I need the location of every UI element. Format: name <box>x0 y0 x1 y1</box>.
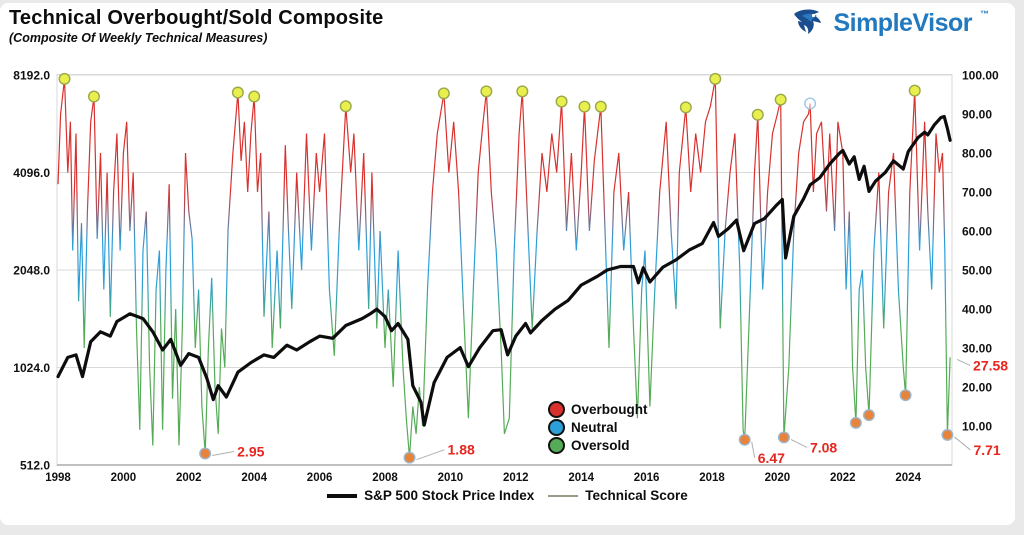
x-axis-tick: 2012 <box>503 472 529 484</box>
oversold-marker <box>862 409 875 422</box>
right-axis-tick: 100.00 <box>962 69 999 83</box>
simplevisor-logo: SimpleVisor ™ <box>792 8 989 38</box>
overbought-marker <box>339 100 352 113</box>
overbought-marker <box>231 86 244 99</box>
right-axis-tick: 60.00 <box>962 225 992 239</box>
oversold-marker <box>899 389 912 402</box>
x-axis-tick: 2010 <box>438 472 464 484</box>
right-axis-tick: 10.00 <box>962 420 992 434</box>
overbought-marker <box>594 100 607 113</box>
x-axis-tick: 1998 <box>45 472 71 484</box>
oversold-marker <box>199 447 212 460</box>
score-value-annotation: 2.95 <box>237 443 264 459</box>
score-value-annotation: 1.88 <box>448 442 475 458</box>
score-value-annotation: 7.08 <box>810 439 837 455</box>
legend-label-oversold: Oversold <box>571 438 630 453</box>
right-axis-tick: 30.00 <box>962 342 992 356</box>
left-axis-tick: 8192.0 <box>13 69 50 83</box>
oversold-marker <box>403 451 416 464</box>
simplevisor-wordmark: SimpleVisor <box>833 8 972 37</box>
score-value-annotation: 27.58 <box>973 357 1008 373</box>
sp500-price-line <box>56 114 952 427</box>
legend-label-technical-score: Technical Score <box>585 488 688 503</box>
legend-item-overbought: Overbought <box>548 401 648 418</box>
legend-label-overbought: Overbought <box>571 402 648 417</box>
x-axis-tick: 2002 <box>176 472 202 484</box>
x-axis-tick: 2014 <box>568 472 594 484</box>
trademark-symbol: ™ <box>980 9 989 19</box>
overbought-marker <box>709 72 722 85</box>
overbought-marker <box>87 90 100 103</box>
overbought-marker <box>908 84 921 97</box>
technical-score-line-sample-icon <box>548 494 579 497</box>
overbought-marker <box>248 90 261 103</box>
x-axis-tick: 2004 <box>241 472 267 484</box>
x-axis-tick: 2008 <box>372 472 398 484</box>
simplevisor-eagle-icon <box>792 8 826 38</box>
right-axis-tick: 70.00 <box>962 186 992 200</box>
sp500-line-sample-icon <box>327 493 358 498</box>
left-axis-tick: 2048.0 <box>13 264 50 278</box>
x-axis-tick: 2018 <box>699 472 725 484</box>
overbought-marker <box>58 72 71 85</box>
overbought-marker <box>774 93 787 106</box>
x-axis-tick: 2022 <box>830 472 856 484</box>
score-value-annotation: 6.47 <box>758 450 785 466</box>
left-axis-tick: 1024.0 <box>13 361 50 375</box>
oversold-marker <box>849 416 862 429</box>
overbought-marker <box>679 101 692 114</box>
oversold-green-dot-icon <box>548 437 565 454</box>
overbought-marker <box>555 95 568 108</box>
legend-item-sp500: S&P 500 Stock Price Index <box>327 488 534 503</box>
right-axis-tick: 90.00 <box>962 108 992 122</box>
overbought-red-dot-icon <box>548 401 565 418</box>
chart-title: Technical Overbought/Sold Composite <box>9 7 384 29</box>
technical-score-line <box>57 78 951 458</box>
x-axis-tick: 2016 <box>634 472 660 484</box>
legend-item-technical-score: Technical Score <box>548 488 688 503</box>
x-axis-tick: 2024 <box>895 472 921 484</box>
overbought-marker <box>751 108 764 121</box>
series-legend: S&P 500 Stock Price Index Technical Scor… <box>0 488 1015 503</box>
overbought-marker <box>437 87 450 100</box>
overbought-marker <box>578 100 591 113</box>
left-axis-tick: 4096.0 <box>13 166 50 180</box>
left-axis-tick: 512.0 <box>20 459 50 473</box>
right-axis-tick: 20.00 <box>962 381 992 395</box>
legend-label-sp500: S&P 500 Stock Price Index <box>364 488 535 503</box>
overbought-hollow-marker <box>804 97 817 110</box>
oversold-marker <box>777 431 790 444</box>
x-axis-tick: 2020 <box>765 472 791 484</box>
oversold-marker <box>941 428 954 441</box>
x-axis-tick: 2000 <box>111 472 137 484</box>
oversold-marker <box>738 433 751 446</box>
legend-label-neutral: Neutral <box>571 420 618 435</box>
score-value-annotation: 7.71 <box>973 442 1000 458</box>
legend-item-neutral: Neutral <box>548 419 648 436</box>
right-axis-tick: 40.00 <box>962 303 992 317</box>
chart-subtitle: (Composite Of Weekly Technical Measures) <box>9 31 268 45</box>
right-axis-tick: 80.00 <box>962 147 992 161</box>
overbought-marker <box>480 85 493 98</box>
neutral-blue-dot-icon <box>548 419 565 436</box>
x-axis-tick: 2006 <box>307 472 333 484</box>
legend-item-oversold: Oversold <box>548 437 648 454</box>
right-axis-tick: 50.00 <box>962 264 992 278</box>
overbought-marker <box>516 85 529 98</box>
score-zone-legend: Overbought Neutral Oversold <box>548 401 648 454</box>
